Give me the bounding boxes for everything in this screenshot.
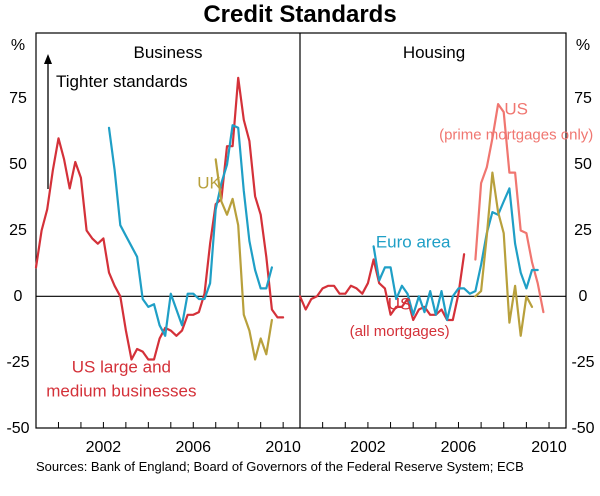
business-label-us: US large and <box>72 358 171 377</box>
housing-series-uk-line <box>474 171 534 337</box>
business-series-uk-line <box>214 158 273 361</box>
y-tick-label: 0 <box>14 288 23 305</box>
business-label-us: medium businesses <box>46 381 196 400</box>
business-label-uk: UK <box>197 173 221 192</box>
business-x-tick-label: 2006 <box>175 439 211 456</box>
y-tick-label: 75 <box>574 90 592 107</box>
y-tick-label: -25 <box>571 354 594 371</box>
chart-title: Credit Standards <box>203 1 396 28</box>
y-axis-left: 75 50 25 0 -25 -50 <box>6 90 29 437</box>
business-series-us-line <box>34 76 285 361</box>
y-tick-label: -50 <box>571 420 594 437</box>
housing-label-euro: Euro area <box>376 233 451 252</box>
plot-border <box>35 32 567 429</box>
source-note: Sources: Bank of England; Board of Gover… <box>36 459 524 474</box>
y-tick-label: 50 <box>9 156 27 173</box>
arrow-head-icon <box>44 54 52 64</box>
tighter-standards-annotation: Tighter standards <box>44 54 188 189</box>
series-labels: UK US large and medium businesses US (prime … <box>46 100 593 401</box>
y-tick-label: 75 <box>9 90 27 107</box>
plot-frame: 2002 2006 2010 2002 2006 2010 <box>35 32 567 456</box>
business-x-tick-label: 2002 <box>86 439 122 456</box>
housing-label-us-prime: (prime mortgages only) <box>439 127 593 144</box>
housing-series-euro-line <box>372 187 539 322</box>
panel-title-business: Business <box>134 43 203 62</box>
y-axis-right: 75 50 25 0 -25 -50 <box>571 90 594 437</box>
y-tick-label: -50 <box>6 420 29 437</box>
housing-x-tick-label: 2006 <box>441 439 477 456</box>
housing-label-us: (all mortgages) <box>350 323 450 340</box>
housing-label-us: US <box>388 295 412 314</box>
housing-x-tick-label: 2002 <box>350 439 386 456</box>
y-tick-label: 50 <box>574 156 592 173</box>
panel-title-housing: Housing <box>403 43 465 62</box>
y-tick-label: -25 <box>6 354 29 371</box>
housing-x-tick-label: 2010 <box>531 439 567 456</box>
y-unit-left: % <box>11 37 25 54</box>
housing-series-us-line <box>298 253 466 322</box>
y-tick-label: 25 <box>9 222 27 239</box>
housing-series-us-prime-line <box>474 102 545 314</box>
business-series-euro-line <box>107 124 273 337</box>
annotation-text: Tighter standards <box>56 72 188 91</box>
series-layer <box>34 76 545 361</box>
y-unit-right: % <box>576 37 590 54</box>
y-tick-label: 25 <box>574 222 592 239</box>
business-x-tick-label: 2010 <box>265 439 301 456</box>
housing-label-us-prime: US <box>504 100 528 119</box>
y-tick-label: 0 <box>579 288 588 305</box>
